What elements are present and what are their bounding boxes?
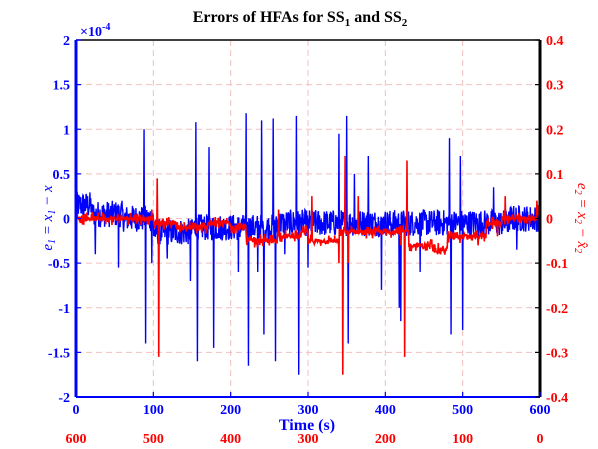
y-tick-label-left: 1: [63, 123, 70, 138]
x-tick-label: 300: [298, 403, 319, 418]
y-tick-label-left: 0: [63, 213, 70, 228]
x-tick-label: 600: [530, 403, 551, 418]
y-tick-label-left: 1.5: [53, 79, 71, 94]
x-tick-label: 500: [452, 403, 473, 418]
y-axis-label-right: e2 = x2 − x̂2: [572, 183, 590, 253]
y-tick-label-right: 0.2: [546, 123, 564, 138]
y-tick-label-left: 0.5: [53, 168, 71, 183]
y-tick-label-left: -1.5: [48, 346, 70, 361]
y-tick-label-right: 0: [546, 213, 553, 228]
x-tick-label-secondary: 300: [298, 432, 319, 447]
y-tick-label-right: 0.4: [546, 34, 564, 49]
x-tick-label-secondary: 600: [66, 432, 87, 447]
y-tick-label-right: 0.3: [546, 79, 564, 94]
y-tick-label-right: -0.4: [546, 391, 568, 406]
x-tick-label: 0: [73, 403, 80, 418]
plot-series: [75, 113, 541, 375]
x-tick-label-secondary: 400: [220, 432, 241, 447]
y-tick-label-left: -2: [58, 391, 70, 406]
x-tick-label-secondary: 200: [375, 432, 396, 447]
y-tick-label-left: -0.5: [48, 257, 70, 272]
y-tick-label-right: -0.1: [546, 257, 568, 272]
chart-title: Errors of HFAs for SS1 and SS2: [193, 9, 408, 29]
y-tick-label-right: -0.2: [546, 302, 568, 317]
y-tick-label-left: -1: [58, 302, 70, 317]
x-axis-label: Time (s): [279, 417, 335, 434]
y-tick-label-right: -0.3: [546, 346, 568, 361]
x-tick-label-secondary: 100: [452, 432, 473, 447]
y-axis-label-left: e1 = x1 − x: [40, 185, 58, 251]
x-tick-label-secondary: 500: [143, 432, 164, 447]
x-tick-label: 100: [143, 403, 164, 418]
x-tick-label-secondary: 0: [537, 432, 544, 447]
series-line-2: [75, 156, 541, 375]
x-tick-label: 400: [375, 403, 396, 418]
x-tick-label: 200: [220, 403, 241, 418]
exponent-label: ×10-4: [80, 22, 110, 40]
y-tick-label-left: 2: [63, 34, 70, 49]
y-tick-label-right: 0.1: [546, 168, 564, 183]
